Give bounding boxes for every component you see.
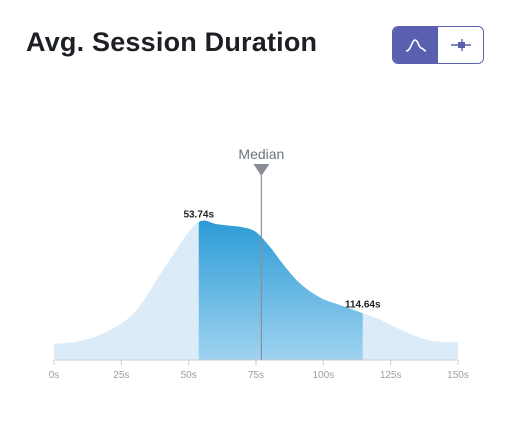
chart-view-toggle[interactable] xyxy=(392,26,484,64)
x-tick-label: 0s xyxy=(49,370,60,381)
distribution-curve-icon xyxy=(405,39,426,52)
x-axis-ticks: 0s 25s 50s 75s 100s 125s 150s xyxy=(49,360,469,381)
x-tick-label: 125s xyxy=(380,370,402,381)
x-tick-label: 50s xyxy=(181,370,197,381)
x-tick-label: 75s xyxy=(248,370,264,381)
boxplot-view-button[interactable] xyxy=(438,27,483,63)
x-tick-label: 100s xyxy=(312,370,334,381)
median-label: Median xyxy=(238,146,284,162)
upper-bound-label: 114.64s xyxy=(345,299,381,310)
distribution-view-button[interactable] xyxy=(393,27,438,63)
page-title: Avg. Session Duration xyxy=(26,27,318,57)
median-marker-icon xyxy=(253,164,270,176)
box-plot-icon xyxy=(450,39,471,51)
x-tick-label: 25s xyxy=(113,370,129,381)
lower-bound-label: 53.74s xyxy=(183,210,214,221)
highlight-band xyxy=(198,220,363,360)
x-tick-label: 150s xyxy=(447,370,469,381)
